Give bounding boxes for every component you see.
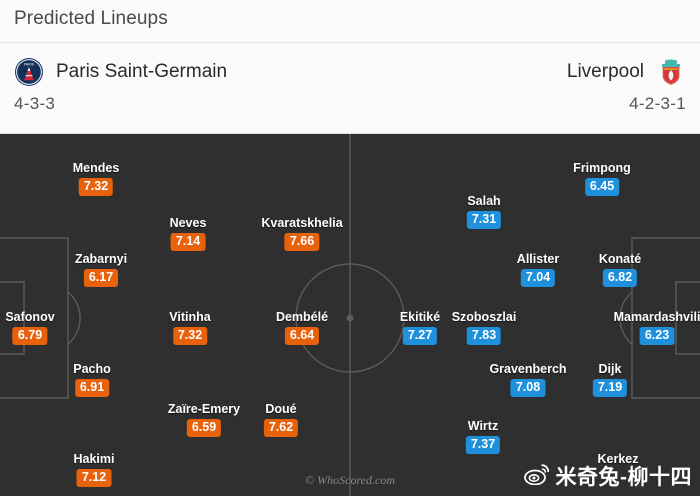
player-home-8[interactable]: Kvaratskhelia 7.66 xyxy=(261,216,343,251)
player-away-3[interactable]: Dijk 7.19 xyxy=(592,362,628,397)
player-home-3[interactable]: Pacho 6.91 xyxy=(73,362,111,397)
player-name: Dijk xyxy=(598,362,622,376)
player-rating-badge: 7.62 xyxy=(263,419,299,437)
player-home-1[interactable]: Mendes 7.32 xyxy=(72,161,120,196)
player-rating-badge: 7.04 xyxy=(520,269,556,287)
player-rating-badge: 7.12 xyxy=(76,469,112,487)
player-name: Doué xyxy=(265,402,297,416)
pitch: Safonov 6.79 Mendes 7.32 Zabarnyi 6.17 Pacho 6.… xyxy=(0,134,700,496)
player-name: Zabarnyi xyxy=(74,252,128,266)
player-rating-badge: 7.37 xyxy=(465,436,501,454)
header-bottom-divider xyxy=(0,133,700,134)
player-name: Konaté xyxy=(598,252,642,266)
player-name: Salah xyxy=(467,194,501,208)
player-rating-badge: 7.27 xyxy=(402,327,438,345)
player-away-6[interactable]: Gravenberch 7.08 xyxy=(489,362,567,397)
title-divider xyxy=(0,42,700,43)
player-away-1[interactable]: Frimpong 6.45 xyxy=(573,161,631,196)
pitch-markings xyxy=(0,134,700,496)
player-name: Allister xyxy=(516,252,560,266)
player-name: Mamardashvili xyxy=(613,310,700,324)
player-home-7[interactable]: Zaïre-Emery 6.59 xyxy=(168,402,240,437)
player-name: Neves xyxy=(169,216,207,230)
player-away-5[interactable]: Allister 7.04 xyxy=(517,252,559,287)
player-rating-badge: 7.08 xyxy=(510,379,546,397)
player-home-2[interactable]: Zabarnyi 6.17 xyxy=(75,252,127,287)
player-name: Vitinha xyxy=(169,310,211,324)
player-name: Mendes xyxy=(72,161,120,175)
home-team-formation: 4-3-3 xyxy=(14,94,56,113)
player-rating-badge: 6.91 xyxy=(74,379,110,397)
player-rating-badge: 7.31 xyxy=(466,211,502,229)
player-name: Zaïre-Emery xyxy=(167,402,241,416)
player-name: Kvaratskhelia xyxy=(261,216,343,230)
away-team-name: Liverpool xyxy=(566,61,644,82)
player-away-0[interactable]: Mamardashvili 6.23 xyxy=(614,310,700,345)
player-rating-badge: 7.14 xyxy=(170,233,206,251)
player-rating-badge: 6.17 xyxy=(83,269,119,287)
weibo-watermark: 米奇兔-柳十四 xyxy=(523,461,693,491)
player-name: Dembélé xyxy=(275,310,329,324)
away-team-formation: 4-2-3-1 xyxy=(629,94,686,113)
player-away-10[interactable]: Ekitiké 7.27 xyxy=(400,310,440,345)
psg-crest-icon: PARIS xyxy=(14,57,44,87)
svg-text:PARIS: PARIS xyxy=(24,63,35,67)
player-rating-badge: 7.19 xyxy=(592,379,628,397)
player-rating-badge: 6.82 xyxy=(602,269,638,287)
away-team-row: Liverpool xyxy=(567,57,686,87)
player-rating-badge: 6.23 xyxy=(639,327,675,345)
player-name: Hakimi xyxy=(73,452,115,466)
player-name: Gravenberch xyxy=(489,362,567,376)
player-name: Kerkez xyxy=(597,452,639,466)
liverpool-crest-icon xyxy=(656,57,686,87)
player-rating-badge: 6.79 xyxy=(12,327,48,345)
player-name: Frimpong xyxy=(573,161,631,175)
player-name: Wirtz xyxy=(467,419,499,433)
player-rating-badge: 7.83 xyxy=(466,327,502,345)
player-name: Safonov xyxy=(5,310,55,324)
player-rating-badge: 6.64 xyxy=(284,327,320,345)
player-home-0[interactable]: Safonov 6.79 xyxy=(5,310,55,345)
player-away-7[interactable]: Salah 7.31 xyxy=(466,194,502,229)
centre-spot xyxy=(346,314,354,322)
player-home-5[interactable]: Neves 7.14 xyxy=(169,216,207,251)
player-rating-badge: 7.32 xyxy=(172,327,208,345)
home-team-row: PARIS Paris Saint-Germain xyxy=(14,57,227,87)
player-name: Szoboszlai xyxy=(451,310,517,324)
player-rating-badge: 6.59 xyxy=(186,419,222,437)
weibo-handle: 米奇兔-柳十四 xyxy=(555,466,692,489)
player-home-9[interactable]: Dembélé 6.64 xyxy=(276,310,328,345)
player-rating-badge: 7.32 xyxy=(78,178,114,196)
whoscored-watermark: © WhoScored.com xyxy=(305,473,395,487)
page-title: Predicted Lineups xyxy=(14,8,168,29)
player-away-4[interactable]: Kerkez xyxy=(598,452,639,466)
weibo-logo-icon xyxy=(523,463,550,490)
player-name: Pacho xyxy=(73,362,111,376)
away-team-block[interactable]: Liverpool 4-2-3-1 xyxy=(567,57,686,114)
player-home-10[interactable]: Doué 7.62 xyxy=(263,402,299,437)
player-name: Ekitiké xyxy=(399,310,441,324)
player-away-2[interactable]: Konaté 6.82 xyxy=(599,252,641,287)
player-rating-badge: 7.66 xyxy=(284,233,320,251)
home-team-name: Paris Saint-Germain xyxy=(56,61,228,82)
teams-header-bar: PARIS Paris Saint-Germain 4-3-3 Liverpoo… xyxy=(0,43,700,133)
home-team-block[interactable]: PARIS Paris Saint-Germain 4-3-3 xyxy=(14,57,227,114)
player-rating-badge: 6.45 xyxy=(584,178,620,196)
player-home-6[interactable]: Vitinha 7.32 xyxy=(169,310,211,345)
player-home-4[interactable]: Hakimi 7.12 xyxy=(74,452,115,487)
player-away-9[interactable]: Wirtz 7.37 xyxy=(465,419,501,454)
player-away-8[interactable]: Szoboszlai 7.83 xyxy=(451,310,517,345)
